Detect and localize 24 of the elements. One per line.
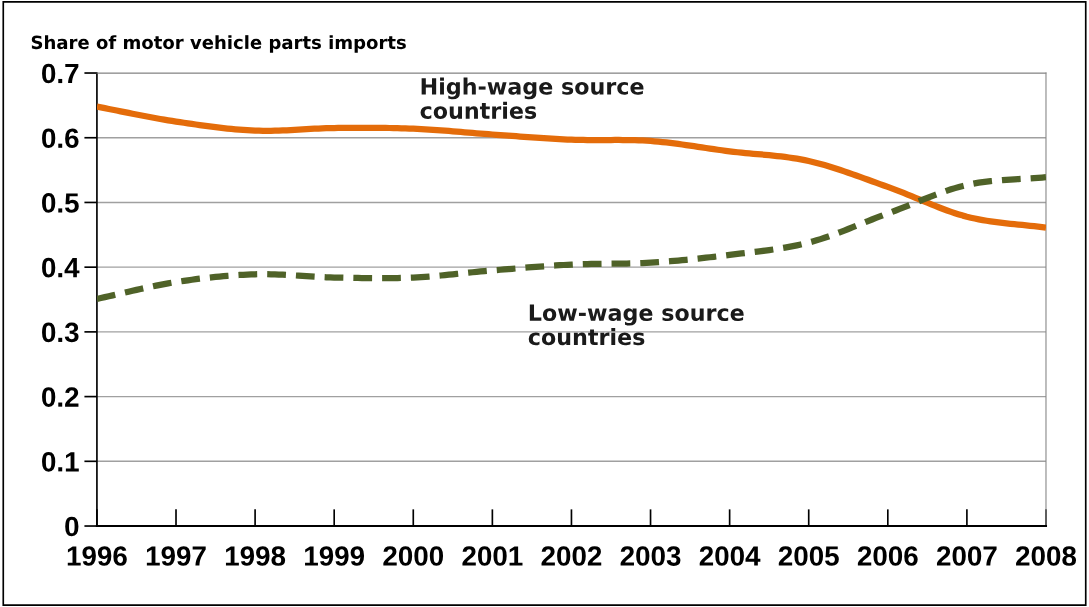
x-tick-label: 1999 [305, 546, 365, 566]
y-tick-label: 0.4 [42, 257, 80, 278]
x-tick-label: 2000 [383, 546, 444, 566]
y-tick-label: 0.7 [42, 63, 79, 84]
x-tick-label: 2006 [857, 546, 918, 566]
series-label: High-wage source countries [420, 77, 644, 119]
y-tick-label: 0.1 [42, 451, 79, 472]
x-tick-label: 1998 [225, 546, 286, 566]
x-tick-label: 2001 [462, 546, 523, 566]
x-tick-label: 2003 [620, 546, 681, 566]
x-tick-label: 2004 [699, 546, 761, 566]
x-tick-label: 1996 [67, 546, 127, 566]
x-tick-label: 2007 [936, 546, 997, 566]
y-tick-label: 0.5 [42, 193, 79, 213]
series-label: Low-wage source countries [528, 304, 744, 346]
x-tick-label: 1997 [146, 546, 206, 566]
y-tick-label: 0.6 [42, 128, 79, 149]
x-tick-label: 2005 [778, 546, 839, 566]
x-tick-label: 2008 [1016, 546, 1077, 566]
y-axis-title: Share of motor vehicle parts imports [31, 35, 406, 53]
x-tick-label: 2002 [541, 546, 602, 566]
y-tick-label: 0.2 [42, 387, 79, 407]
y-tick-label: 0.3 [42, 322, 79, 343]
y-tick-label: 0 [65, 516, 79, 537]
